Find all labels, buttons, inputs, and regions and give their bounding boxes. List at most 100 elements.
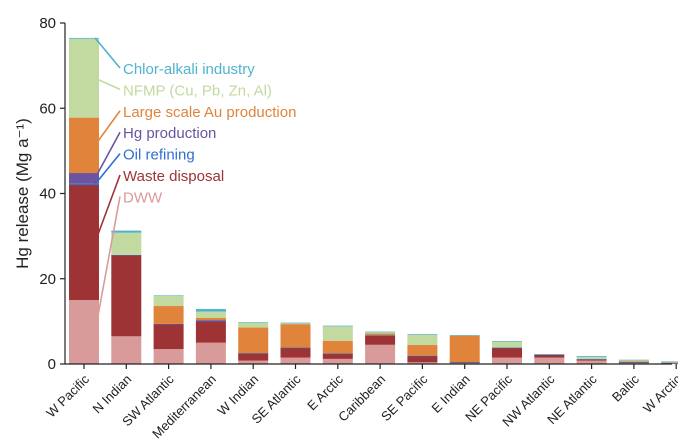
bar-segment [492, 341, 522, 347]
bar-segment [196, 312, 226, 318]
bar-segment [407, 334, 437, 345]
bar-group [492, 341, 522, 364]
x-tick-label: W Pacific [43, 371, 92, 420]
bar-segment [323, 359, 353, 364]
bar-group [281, 323, 311, 364]
bar-segment [450, 362, 480, 363]
bar-segment [238, 322, 268, 327]
bar-segment [407, 334, 437, 335]
bar-group [69, 38, 99, 364]
y-tick-label: 80 [39, 15, 56, 32]
bar-segment [492, 348, 522, 349]
bar-segment [577, 356, 607, 357]
bar-segment [323, 326, 353, 327]
bar-segment [323, 326, 353, 341]
bar-segment [69, 173, 99, 184]
bar-segment [492, 358, 522, 364]
bar-segment [69, 300, 99, 364]
bar-segment [69, 118, 99, 173]
bar-segment [154, 324, 184, 325]
bar-segment [111, 231, 141, 233]
bar-segment [407, 356, 437, 357]
y-tick-label: 60 [39, 100, 56, 117]
bar-segment [238, 353, 268, 360]
bar-group [577, 356, 607, 364]
bar-group [365, 332, 395, 364]
bar-segment [238, 353, 268, 354]
bar-segment [281, 348, 311, 358]
bar-group [154, 295, 184, 364]
legend-entry: Oil refining [123, 147, 195, 164]
bar-segment [661, 361, 678, 362]
bar-segment [238, 322, 268, 323]
bar-segment [450, 335, 480, 336]
legend-entry: Hg production [123, 125, 216, 142]
bar-segment [577, 359, 607, 360]
bar-segment [154, 296, 184, 306]
bar-segment [196, 343, 226, 364]
bar-segment [365, 345, 395, 364]
bar-segment [196, 309, 226, 312]
bar-segment [154, 295, 184, 296]
legend-entry: Chlor-alkali industry [123, 61, 255, 78]
bar-segment [281, 323, 311, 324]
bar-group [407, 334, 437, 364]
bar-segment [492, 348, 522, 358]
bar-segment [407, 356, 437, 362]
bar-segment [238, 328, 268, 354]
bar-segment [111, 336, 141, 364]
y-tick-label: 40 [39, 186, 56, 203]
y-tick-label: 0 [48, 356, 56, 373]
bar-segment [154, 349, 184, 364]
bar-segment [111, 255, 141, 256]
y-tick-label: 20 [39, 271, 56, 288]
bar-segment [577, 357, 607, 359]
bar-segment [365, 335, 395, 336]
bar-segment [365, 332, 395, 333]
bar-segment [69, 39, 99, 118]
bar-segment [492, 341, 522, 342]
bar-segment [534, 355, 564, 358]
bar-segment [111, 233, 141, 255]
x-tick-label: Baltic [609, 371, 642, 404]
bar-segment [619, 362, 649, 363]
bar-group [450, 335, 480, 364]
bar-segment [196, 321, 226, 322]
x-tick-label: SE Pacific [378, 371, 431, 424]
bar-group [111, 231, 141, 364]
y-axis-label: Hg release (Mg a⁻¹) [13, 118, 32, 269]
bar-segment [281, 358, 311, 364]
bar-segment [407, 345, 437, 356]
bar-segment [281, 324, 311, 347]
bar-segment [323, 341, 353, 354]
bar-segment [196, 320, 226, 321]
y-axis: 0 20 40 60 80 [39, 15, 65, 373]
bar-group [323, 326, 353, 364]
bar-segment [534, 358, 564, 364]
bar-segment [69, 185, 99, 300]
bar-segment [196, 321, 226, 342]
bar-segment [619, 361, 649, 362]
bar-group [196, 309, 226, 364]
legend-entry: NFMP (Cu, Pb, Zn, Al) [123, 82, 272, 99]
bar-group [619, 360, 649, 364]
bar-group [238, 322, 268, 364]
x-tick-label: E Arctic [304, 371, 346, 413]
bar-group [534, 354, 564, 364]
legend-entry: DWW [123, 189, 163, 206]
bar-segment [365, 334, 395, 336]
bar-segment [111, 255, 141, 336]
bar-segment [281, 348, 311, 349]
bar-segment [196, 318, 226, 320]
bar-segment [365, 335, 395, 344]
x-tick-label: W Arctic [640, 371, 678, 416]
bar-segment [323, 354, 353, 359]
bar-segment [534, 354, 564, 355]
bar-segment [154, 306, 184, 324]
bar-segment [450, 336, 480, 362]
legend-entry: Waste disposal [123, 168, 224, 185]
bar-segment [323, 354, 353, 355]
legend-entry: Large scale Au production [123, 104, 296, 121]
